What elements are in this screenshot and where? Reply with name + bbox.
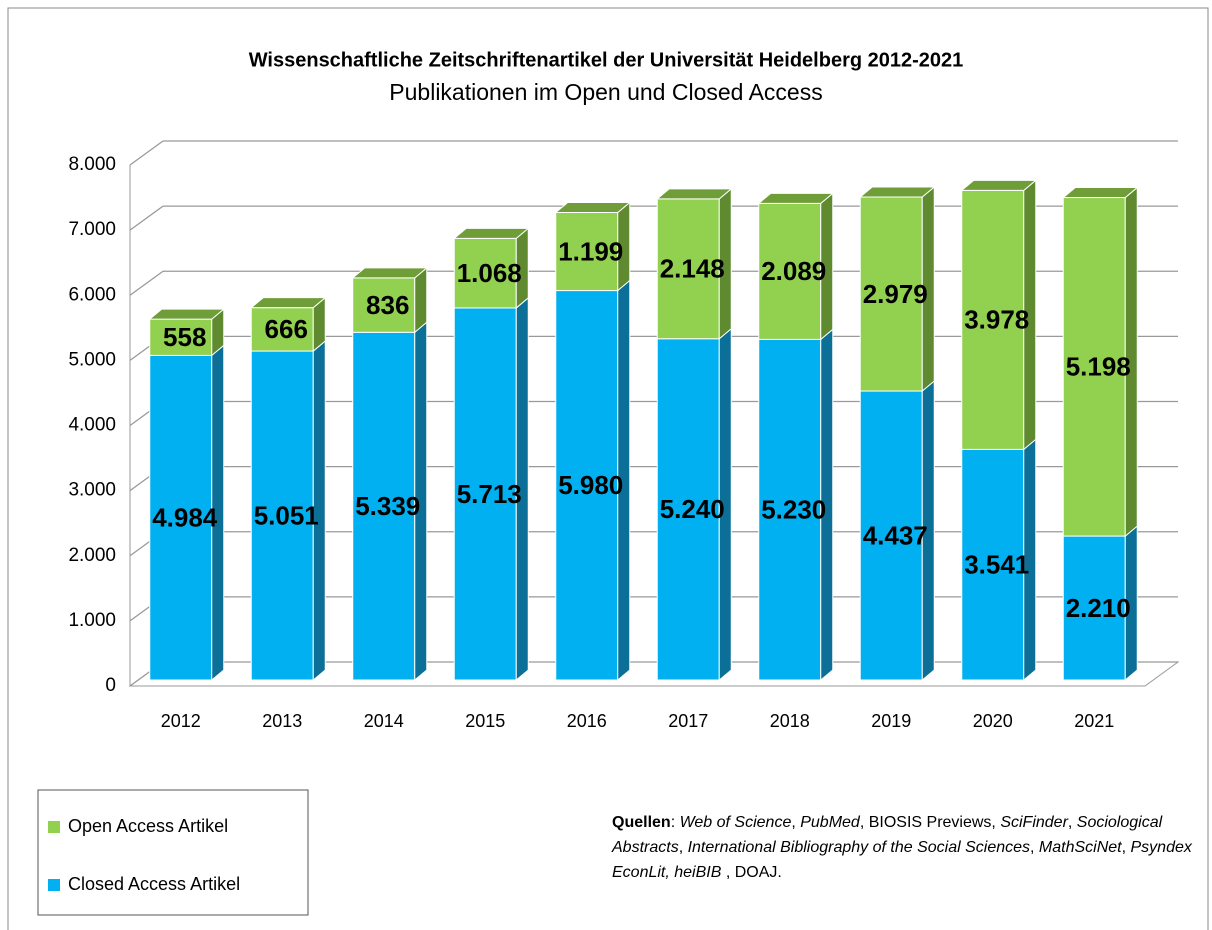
value-label: 4.984: [152, 503, 218, 533]
source-text: MathSciNet: [1038, 839, 1122, 856]
value-label: 2.089: [761, 256, 826, 286]
value-label: 3.978: [964, 305, 1029, 335]
chart-subtitle: Publikationen im Open und Closed Access: [389, 79, 822, 105]
source-text: ,: [791, 814, 801, 831]
x-tick-label: 2015: [465, 711, 505, 731]
bar-side: [414, 266, 428, 334]
legend-label: Closed Access Artikel: [68, 874, 240, 894]
y-tick-label: 0: [105, 675, 116, 696]
bar: [352, 277, 416, 333]
value-label: 2.979: [863, 279, 928, 309]
bar-top: [148, 308, 226, 320]
source-text: , DOAJ.: [721, 864, 782, 881]
bar: [961, 189, 1025, 450]
bar: [149, 354, 213, 681]
value-label: 2.148: [660, 254, 725, 284]
x-tick-label: 2012: [161, 711, 201, 731]
bar-top: [1061, 187, 1139, 199]
bar: [453, 307, 517, 681]
value-label: 5.051: [254, 500, 319, 530]
value-label: 1.199: [558, 236, 623, 266]
source-text: ,: [1121, 839, 1131, 856]
source-note: Quellen: Web of Science, PubMed, BIOSIS …: [612, 810, 1202, 885]
source-text: ,: [678, 839, 688, 856]
x-tick-label: 2018: [770, 711, 810, 731]
x-tick-label: 2020: [973, 711, 1013, 731]
y-tick-label: 5.000: [68, 349, 116, 370]
legend-label: Open Access Artikel: [68, 816, 228, 836]
value-label: 3.541: [964, 550, 1029, 580]
bar: [453, 237, 517, 309]
bar-top: [249, 297, 327, 309]
bar-top: [554, 201, 632, 213]
y-tick-label: 6.000: [68, 284, 116, 305]
legend-swatch: [48, 821, 60, 833]
value-label: 558: [163, 322, 206, 352]
wall-grid-line: [129, 270, 164, 296]
legend-swatch: [48, 879, 60, 891]
bar-top: [351, 267, 429, 279]
y-tick-label: 4.000: [68, 415, 116, 436]
frame: [7, 7, 1209, 930]
y-tick-label: 1.000: [68, 610, 116, 631]
bar: [656, 198, 720, 340]
bar: [352, 331, 416, 681]
value-label: 666: [265, 314, 308, 344]
value-label: 836: [366, 290, 409, 320]
bar: [859, 196, 923, 392]
bar: [1062, 197, 1126, 537]
value-label: 1.068: [457, 258, 522, 288]
y-tick-label: 7.000: [68, 219, 116, 240]
chart-title: Wissenschaftliche Zeitschriftenartikel d…: [249, 49, 964, 71]
source-text: Web of Science: [679, 814, 792, 831]
source-text: ,: [1067, 814, 1077, 831]
bar-top: [757, 192, 835, 204]
legend-box: [37, 789, 309, 916]
value-label: 5.230: [761, 495, 826, 525]
value-label: 5.240: [660, 494, 725, 524]
x-tick-label: 2021: [1074, 711, 1114, 731]
x-tick-label: 2014: [364, 711, 404, 731]
x-tick-label: 2016: [567, 711, 607, 731]
value-label: 5.198: [1066, 352, 1131, 382]
bar: [1062, 535, 1126, 681]
source-text: , BIOSIS Previews,: [859, 814, 1001, 831]
source-text: :: [670, 814, 680, 831]
bar-top: [655, 188, 733, 200]
y-tick-label: 8.000: [68, 154, 116, 175]
source-text: Psyndex EconLit, heiBIB: [612, 839, 1192, 881]
source-text: Sociological Abstracts: [612, 814, 1163, 856]
value-label: 5.339: [355, 491, 420, 521]
x-tick-label: 2013: [262, 711, 302, 731]
source-text: International Bibliography of the Social…: [687, 839, 1031, 856]
source-text: Quellen: [612, 814, 671, 831]
source-text: SciFinder: [1000, 814, 1068, 831]
source-text: ,: [1030, 839, 1039, 856]
y-tick-label: 3.000: [68, 480, 116, 501]
y-tick-label: 2.000: [68, 545, 116, 566]
bar: [250, 307, 314, 352]
x-tick-label: 2019: [871, 711, 911, 731]
value-label: 4.437: [863, 520, 928, 550]
bar: [859, 390, 923, 681]
value-label: 5.713: [457, 479, 522, 509]
wall-grid-line: [129, 140, 164, 166]
bar: [656, 338, 720, 681]
bar-top: [452, 227, 530, 239]
bar-top: [960, 179, 1038, 191]
bar: [758, 338, 822, 681]
bar-top: [858, 186, 936, 198]
value-label: 2.210: [1066, 593, 1131, 623]
bar: [250, 350, 314, 681]
value-label: 5.980: [558, 470, 623, 500]
bar: [758, 202, 822, 340]
wall-grid-line: [129, 205, 164, 231]
source-text: PubMed: [800, 814, 860, 831]
x-tick-label: 2017: [668, 711, 708, 731]
